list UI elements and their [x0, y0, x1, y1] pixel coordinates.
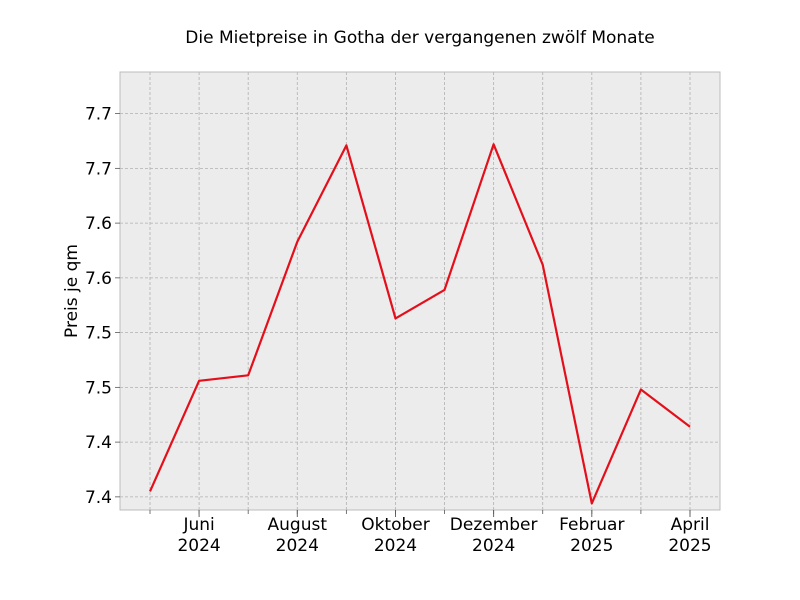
y-tick-label: 7.5 — [85, 324, 112, 344]
plot-frame — [119, 71, 721, 511]
y-tick-label: 7.5 — [85, 378, 112, 398]
x-tick-label-month: August — [268, 515, 328, 535]
series-line — [148, 143, 691, 505]
chart-title: Die Mietpreise in Gotha der vergangenen … — [185, 28, 654, 48]
x-tick-label-month: Dezember — [450, 515, 538, 535]
y-tick-label: 7.6 — [85, 269, 112, 289]
grid-lines — [120, 72, 720, 510]
x-tick-label-month: Juni — [182, 515, 214, 535]
x-tick-label-year: 2025 — [668, 536, 711, 556]
x-tick-label-year: 2024 — [374, 536, 417, 556]
series-layer — [148, 143, 691, 505]
x-tick-label-year: 2024 — [276, 536, 319, 556]
y-tick-label: 7.6 — [85, 214, 112, 234]
x-tick-label-month: Februar — [559, 515, 624, 535]
x-tick-label-month: Oktober — [361, 515, 430, 535]
y-tick-label: 7.7 — [85, 159, 112, 179]
x-tick-label-year: 2024 — [177, 536, 220, 556]
x-tick-label-month: April — [671, 515, 710, 535]
y-tick-label: 7.4 — [85, 488, 112, 508]
plot-area — [120, 72, 720, 510]
y-axis-label: Preis je qm — [62, 244, 82, 338]
x-axis: Juni2024August2024Oktober2024Dezember202… — [149, 510, 712, 556]
x-tick-label-year: 2025 — [570, 536, 613, 556]
x-tick-label-year: 2024 — [472, 536, 515, 556]
y-tick-label: 7.7 — [85, 105, 112, 125]
y-tick-label: 7.4 — [85, 433, 112, 453]
y-axis: 7.4 7.4 7.5 7.5 7.6 7.6 7.7 7.7 — [85, 105, 120, 508]
